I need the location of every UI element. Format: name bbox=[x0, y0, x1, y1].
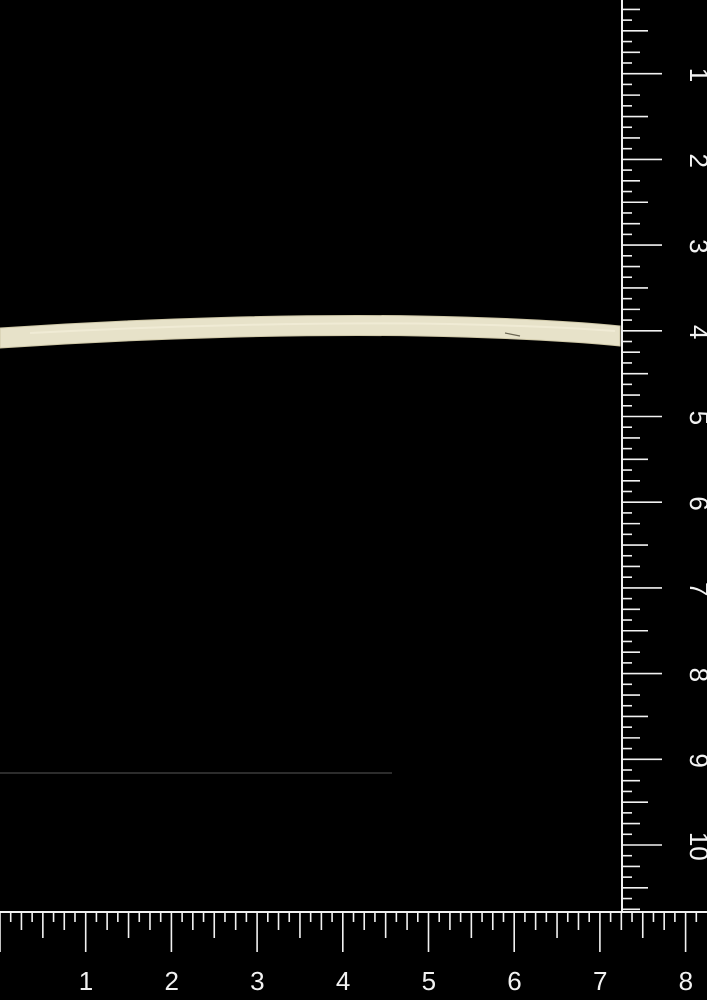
vertical-ruler-label: 2 bbox=[684, 153, 707, 167]
horizontal-ruler-label: 7 bbox=[593, 966, 607, 996]
vertical-ruler-label: 9 bbox=[684, 753, 707, 767]
vertical-ruler-label: 3 bbox=[684, 239, 707, 253]
vertical-ruler-label: 7 bbox=[684, 582, 707, 596]
specimen-strip bbox=[0, 315, 621, 349]
horizontal-ruler-label: 4 bbox=[336, 966, 350, 996]
vertical-ruler-label: 6 bbox=[684, 496, 707, 510]
horizontal-ruler-label: 8 bbox=[679, 966, 693, 996]
vertical-ruler-label: 1 bbox=[684, 68, 707, 82]
horizontal-ruler-label: 3 bbox=[250, 966, 264, 996]
horizontal-ruler-label: 1 bbox=[79, 966, 93, 996]
vertical-ruler-label: 10 bbox=[684, 832, 707, 861]
horizontal-ruler-label: 2 bbox=[164, 966, 178, 996]
vertical-ruler-label: 4 bbox=[684, 325, 707, 339]
horizontal-ruler: 1 2 3 4 5 6 7 8 bbox=[0, 911, 707, 996]
horizontal-ruler-label: 5 bbox=[422, 966, 436, 996]
horizontal-ruler-label: 6 bbox=[507, 966, 521, 996]
vertical-ruler-label: 8 bbox=[684, 668, 707, 682]
vertical-ruler-label: 5 bbox=[684, 411, 707, 425]
vertical-ruler: 1 2 3 4 5 6 7 8 9 10 bbox=[621, 0, 707, 912]
